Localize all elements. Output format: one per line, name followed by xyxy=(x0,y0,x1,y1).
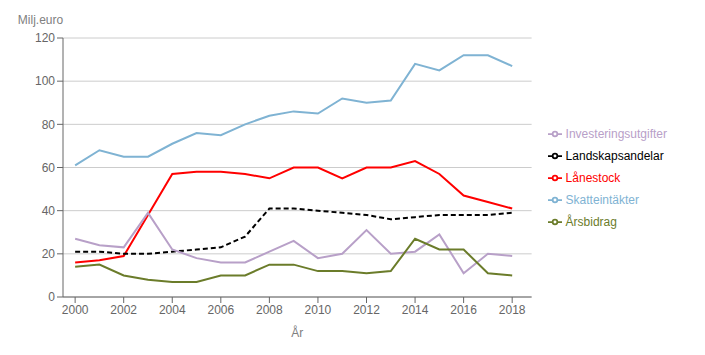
svg-text:40: 40 xyxy=(42,204,56,218)
svg-text:2016: 2016 xyxy=(450,303,477,317)
svg-text:60: 60 xyxy=(42,161,56,175)
html-text:Landskapsandelar: Landskapsandelar xyxy=(565,148,664,163)
svg-text:0: 0 xyxy=(48,290,55,304)
svg-text:Milj.euro: Milj.euro xyxy=(18,13,64,27)
svg-text:2014: 2014 xyxy=(402,303,429,317)
html-text:Investeringsutgifter: Investeringsutgifter xyxy=(565,126,667,141)
html-text:Lånestock: Lånestock xyxy=(565,170,621,185)
svg-text:2012: 2012 xyxy=(353,303,380,317)
html-text:Årsbidrag: Årsbidrag xyxy=(565,214,617,229)
html-text:Skatteintäkter: Skatteintäkter xyxy=(565,192,639,207)
svg-text:80: 80 xyxy=(42,118,56,132)
svg-text:2002: 2002 xyxy=(110,303,137,317)
svg-text:20: 20 xyxy=(42,247,56,261)
svg-text:120: 120 xyxy=(35,31,55,45)
svg-text:2006: 2006 xyxy=(207,303,234,317)
svg-text:2010: 2010 xyxy=(305,303,332,317)
svg-text:År: År xyxy=(291,325,303,340)
svg-text:2000: 2000 xyxy=(62,303,89,317)
svg-text:2004: 2004 xyxy=(159,303,186,317)
svg-text:100: 100 xyxy=(35,74,55,88)
svg-text:2018: 2018 xyxy=(499,303,526,317)
svg-text:2008: 2008 xyxy=(256,303,283,317)
